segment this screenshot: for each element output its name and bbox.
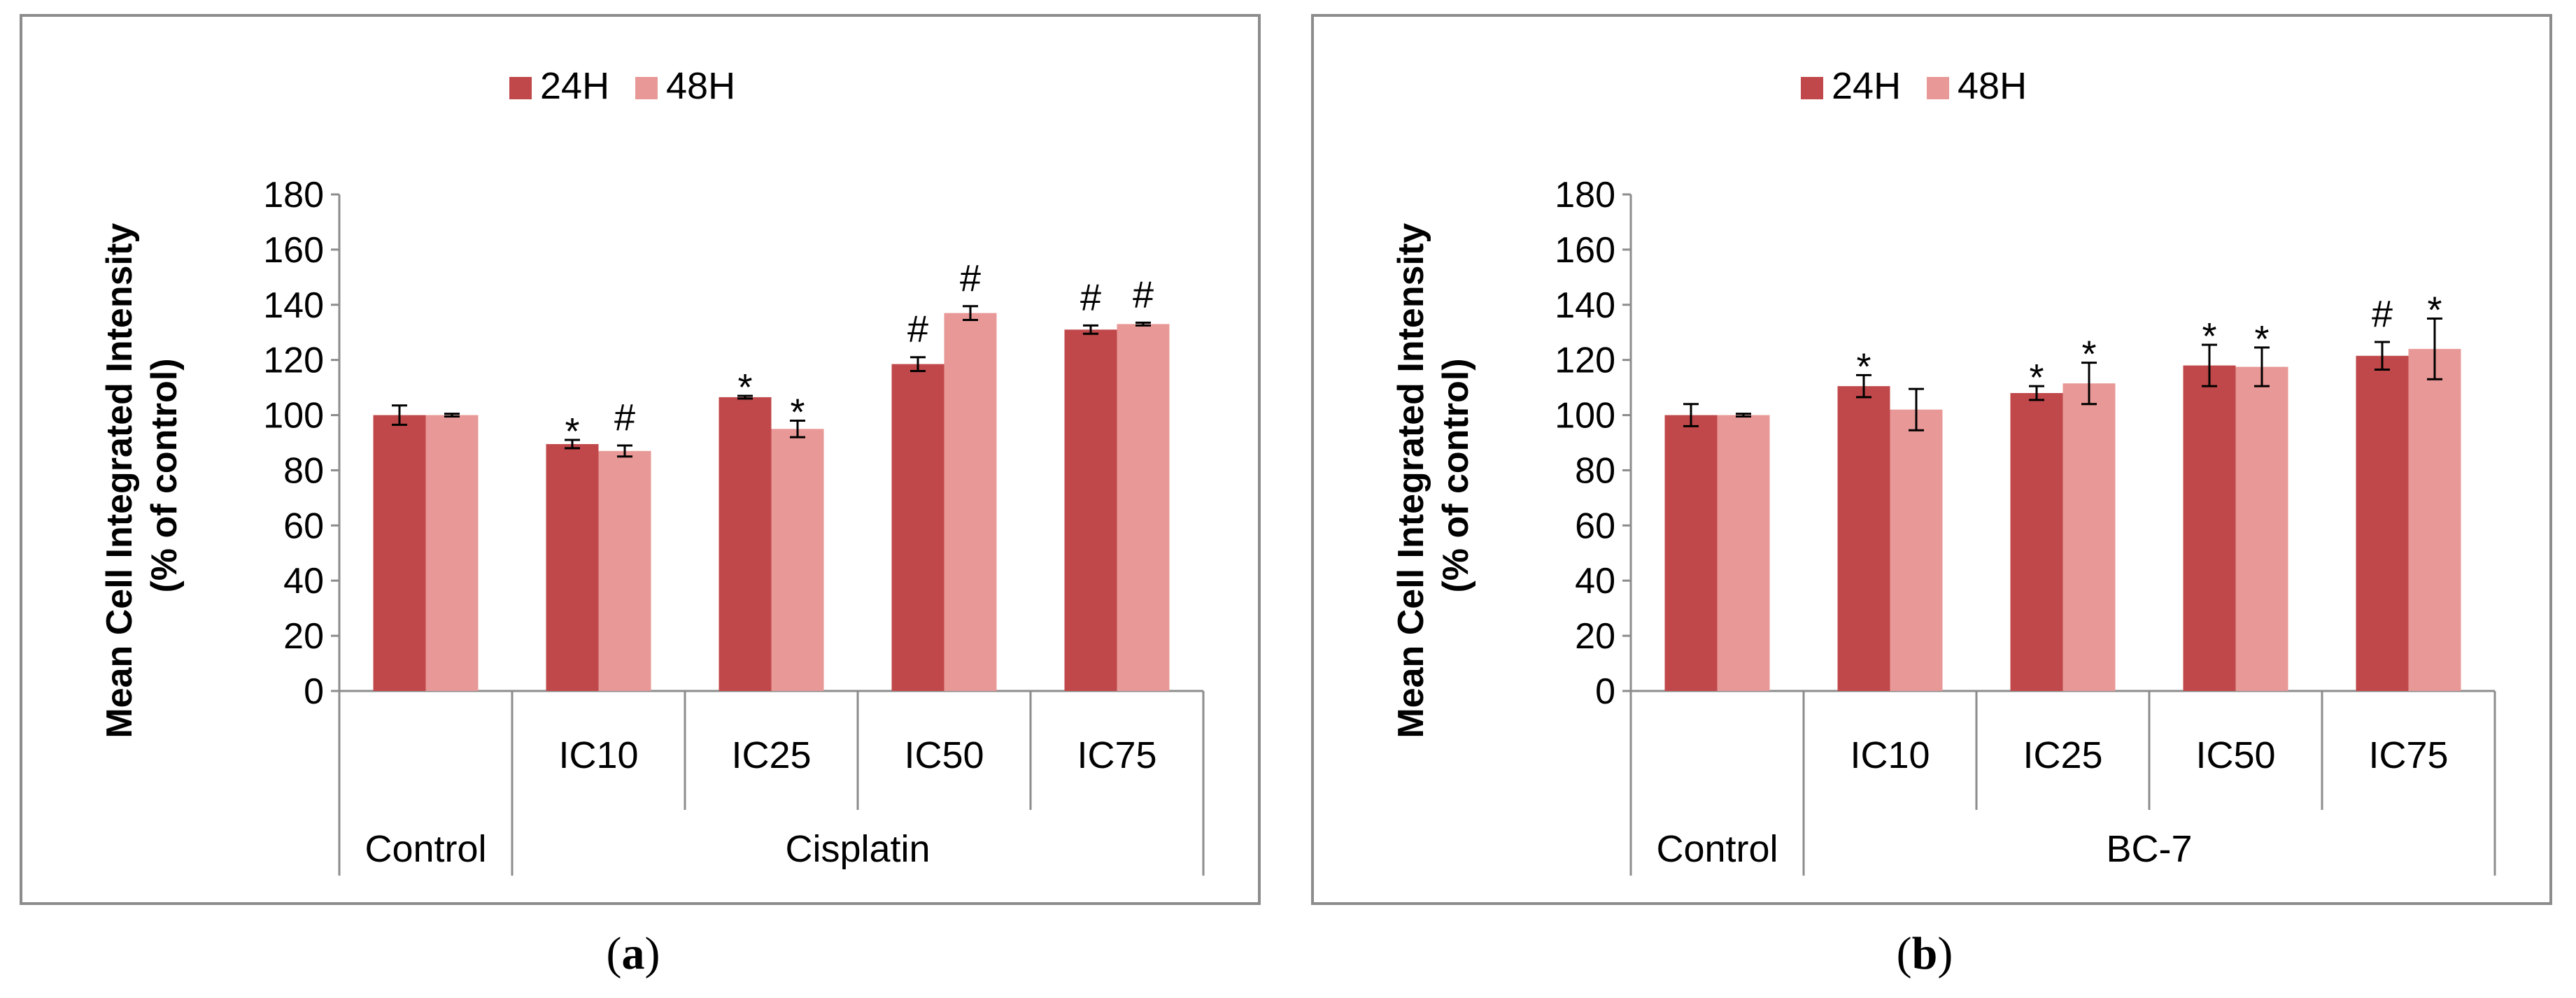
panel-a: 24H 48H Mean Cell Integrated Intensity (%… [20, 14, 1261, 979]
panel-b-bar-48h [1890, 409, 1943, 691]
panel-b-ytick-label: 180 [1555, 175, 1615, 215]
panel-a-ytick-label: 0 [304, 671, 324, 712]
panel-b-ytick-label: 140 [1555, 285, 1615, 326]
panel-a-legend-swatch-24h [509, 77, 532, 99]
panel-a-ytick-label: 180 [263, 175, 324, 215]
panel-a-category-label: IC10 [558, 734, 638, 776]
panel-b-significance-marker: * [2254, 318, 2269, 360]
panel-b-bar-48h [2408, 348, 2461, 691]
panel-b-ylabel: Mean Cell Integrated Intensity (% of con… [1391, 213, 1476, 738]
panel-b-significance-marker: * [2427, 290, 2442, 332]
panel-a-legend-swatch-48h [635, 77, 658, 99]
panel-a-significance-marker: # [614, 397, 635, 439]
panel-a-ytick-label: 120 [263, 341, 324, 381]
panel-a-significance-marker: # [960, 257, 981, 299]
panel-b-ytick-label: 100 [1555, 396, 1615, 436]
panel-b-ylabel-line1: Mean Cell Integrated Intensity [1391, 223, 1431, 739]
panel-b-significance-marker: * [2029, 357, 2044, 399]
panel-a-legend: 24H 48H [509, 65, 735, 107]
panel-b-bar-24h [2183, 365, 2236, 691]
panel-a-bar-24h [373, 415, 426, 691]
panel-b-ytick-label: 40 [1575, 561, 1615, 601]
panel-a-ylabel-line1: Mean Cell Integrated Intensity [99, 223, 140, 739]
panel-b-bar-24h [1837, 386, 1890, 691]
panel-b-legend-swatch-48h [1927, 77, 1949, 99]
panel-a-group-label: Cisplatin [785, 828, 930, 870]
panel-b-category-label: IC50 [2195, 734, 2275, 776]
panel-a-ylabel: Mean Cell Integrated Intensity (% of con… [99, 213, 185, 738]
panel-b-ylabel-line2: (% of control) [1436, 358, 1476, 592]
panel-a-group-label: Control [365, 828, 486, 870]
panel-a-bar-24h [1064, 329, 1117, 691]
panel-a-legend-label-24h: 24H [540, 65, 609, 107]
panel-b-bar-48h [1717, 415, 1770, 691]
panel-a-ytick-label: 80 [283, 450, 324, 491]
panel-b-significance-marker: * [1856, 345, 1871, 387]
panel-a-ytick-label: 20 [283, 616, 324, 657]
panel-b-caption-letter: b [1912, 928, 1938, 979]
panel-b-legend: 24H 48H [1801, 65, 2027, 107]
panel-a-ylabel-line2: (% of control) [144, 358, 185, 592]
panel-a-legend-label-48h: 48H [666, 65, 735, 107]
panel-a-bar-24h [719, 397, 772, 691]
panel-a-significance-marker: * [565, 411, 579, 452]
panel-a-category-label: IC50 [904, 734, 984, 776]
panel-b-significance-marker: # [2372, 293, 2393, 335]
panel-a-bar-24h [546, 443, 599, 691]
panel-a-caption: (a) [607, 928, 660, 979]
panel-b-category-label: IC25 [2023, 734, 2102, 776]
panel-b-bar-48h [2235, 366, 2288, 691]
panel-b-legend-label-24h: 24H [1832, 65, 1901, 107]
panel-a-category-label: IC75 [1077, 734, 1156, 776]
panel-b-legend-label-48h: 48H [1958, 65, 2027, 107]
panel-b-significance-marker: * [2081, 334, 2096, 376]
panel-b-legend-swatch-24h [1801, 77, 1823, 99]
panel-b-category-label: IC75 [2368, 734, 2448, 776]
panel-b-ytick-label: 120 [1555, 341, 1615, 381]
panel-b-bar-48h [2062, 383, 2116, 691]
panel-a-ytick-label: 40 [283, 561, 324, 601]
panel-b-ytick-label: 60 [1575, 506, 1615, 546]
panel-b-ytick-label: 80 [1575, 450, 1615, 491]
panel-a-bar-48h [944, 313, 997, 692]
panel-b-ytick-label: 0 [1595, 671, 1615, 712]
panel-a-significance-marker: * [737, 366, 752, 408]
panel-a-ytick-label: 100 [263, 396, 324, 436]
panel-a-ytick-label: 60 [283, 506, 324, 546]
panel-b-plot: 0 20 40 60 80 100 120 140 160 180 IC10 IC25 IC50 IC75… [1555, 175, 2496, 876]
panel-a-ytick-label: 140 [263, 285, 324, 326]
panel-b-category-label: IC10 [1850, 734, 1930, 776]
panel-b-group-label: BC-7 [2106, 828, 2192, 870]
panel-a-bar-48h [771, 429, 824, 691]
panel-b-ytick-label: 20 [1575, 616, 1615, 657]
panel-b: 24H 48H Mean Cell Integrated Intensity (%… [1311, 14, 2552, 979]
panel-a-significance-marker: * [790, 391, 805, 433]
panel-a-caption-letter: a [622, 928, 645, 979]
panel-b-bar-24h [1664, 415, 1718, 691]
panel-a-plot: 0 20 40 60 80 100 120 140 160 180 IC10 IC25 IC50 IC75… [263, 175, 1205, 876]
panel-a-bar-48h [1117, 324, 1170, 691]
panel-a-bar-24h [891, 364, 944, 691]
panel-b-significance-marker: * [2202, 315, 2216, 357]
panel-a-ytick-label: 160 [263, 230, 324, 271]
panel-a-category-label: IC25 [731, 734, 811, 776]
panel-a-bar-48h [425, 415, 479, 691]
panel-a-significance-marker: # [1080, 276, 1101, 318]
panel-b-caption: (b) [1897, 928, 1953, 979]
panel-a-bar-48h [598, 450, 651, 691]
panel-b-bar-24h [2356, 355, 2409, 691]
panel-a-significance-marker: # [907, 308, 928, 350]
panel-a-significance-marker: # [1133, 273, 1154, 315]
panel-b-bar-24h [2010, 393, 2063, 691]
panel-b-ytick-label: 160 [1555, 230, 1615, 271]
panel-b-group-label: Control [1656, 828, 1778, 870]
